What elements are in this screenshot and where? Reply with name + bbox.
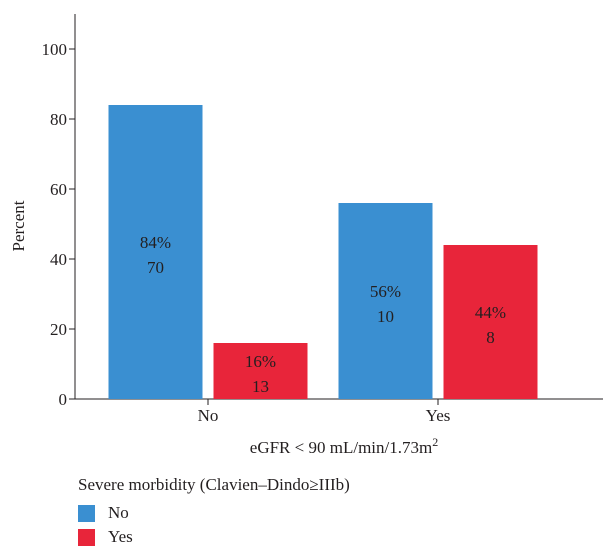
legend-title: Severe morbidity (Clavien–Dindo≥IIIb) [78,475,350,494]
y-tick-label: 100 [42,40,68,59]
data-label-count: 8 [486,328,495,347]
x-axis-title-sup: 2 [432,435,438,449]
data-label-count: 10 [377,307,394,326]
data-label-percent: 56% [370,282,401,301]
bar [338,203,433,399]
y-tick-label: 80 [50,110,67,129]
x-axis-title-main: eGFR < 90 mL/min/1.73m [250,438,432,457]
x-axis-title: eGFR < 90 mL/min/1.73m2 [250,435,438,457]
data-label-percent: 16% [245,352,276,371]
legend-swatch-yes [78,528,95,546]
bar [443,245,538,399]
bar [213,343,308,399]
x-tick-label: No [198,406,219,425]
data-label-count: 13 [252,377,269,396]
y-tick-label: 0 [59,390,68,409]
y-tick-label: 40 [50,250,67,269]
data-label-count: 70 [147,258,164,277]
y-axis-title: Percent [9,200,28,251]
data-label-percent: 84% [140,233,171,252]
y-tick-label: 20 [50,320,67,339]
legend-item-yes: Yes [78,525,350,549]
y-tick-label: 60 [50,180,67,199]
bar-chart: 0 20 40 60 80 100 No Yes 84% 70 16% 13 56% 10 44% 8 Pe… [9,14,603,457]
bars [108,105,538,399]
legend-label-yes: Yes [108,527,133,546]
legend-label-no: No [108,503,129,522]
legend-item-no: No [78,501,350,525]
legend-swatch-no [78,504,95,522]
data-label-percent: 44% [475,303,506,322]
data-labels: 84% 70 16% 13 56% 10 44% 8 [140,233,506,396]
x-tick-label: Yes [426,406,451,425]
bar [108,105,203,399]
legend: Severe morbidity (Clavien–Dindo≥IIIb) No… [78,475,350,549]
